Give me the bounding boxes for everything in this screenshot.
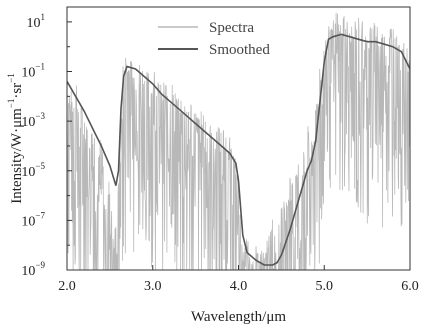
legend-label-smoothed: Smoothed bbox=[209, 42, 270, 58]
y-axis-title: Intensity/W·μm−1·sr−1 bbox=[6, 73, 25, 204]
y-tick-label: 10−1 bbox=[21, 62, 45, 81]
x-tick-label: 5.0 bbox=[316, 279, 334, 294]
series-line-smoothed bbox=[67, 33, 410, 266]
x-axis-title: Wavelength/μm bbox=[191, 309, 286, 325]
y-tick-label: 101 bbox=[27, 12, 46, 31]
x-tick-label: 2.0 bbox=[58, 279, 76, 294]
y-tick-label: 10−9 bbox=[21, 260, 45, 279]
y-tick-label: 10−7 bbox=[21, 210, 45, 229]
x-tick-label: 4.0 bbox=[230, 279, 248, 294]
legend: Spectra Smoothed bbox=[158, 20, 270, 58]
y-tick-label: 10−3 bbox=[21, 111, 45, 130]
x-tick-label: 3.0 bbox=[144, 279, 162, 294]
legend-label-spectra: Spectra bbox=[209, 20, 254, 36]
y-tick-label: 10−5 bbox=[21, 161, 45, 180]
x-tick-label: 6.0 bbox=[401, 279, 419, 294]
